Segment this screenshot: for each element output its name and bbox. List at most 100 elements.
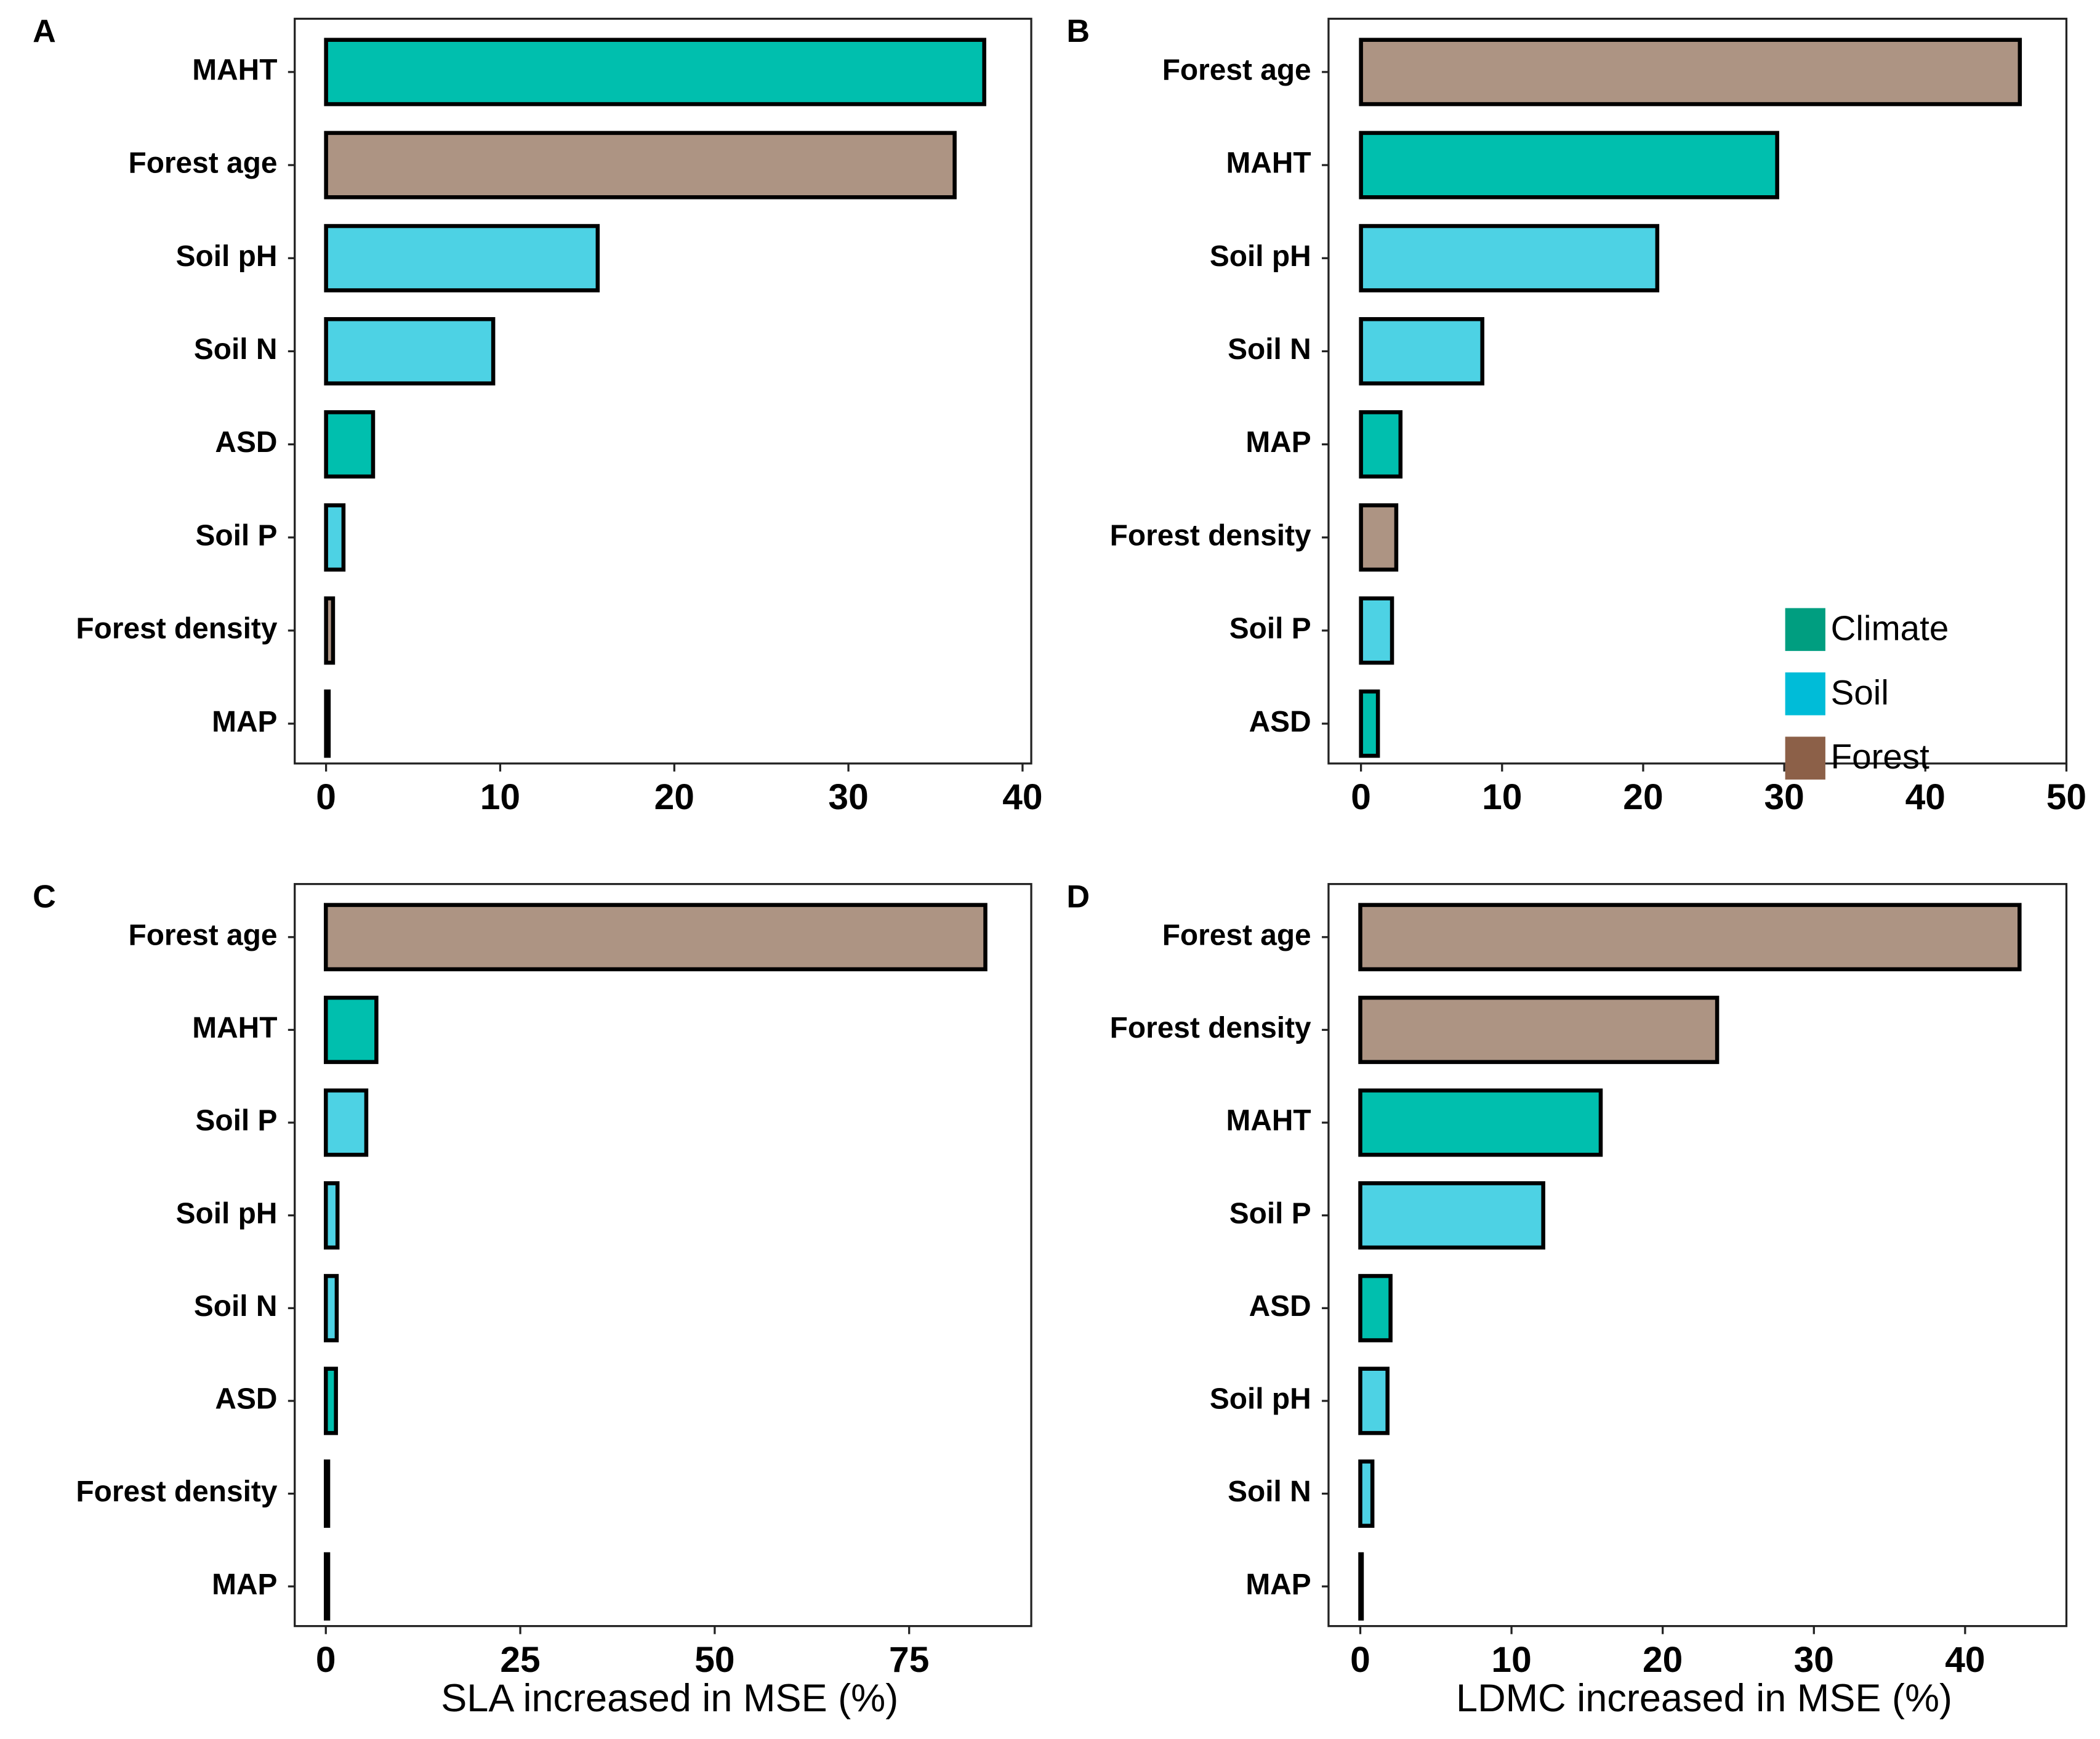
category-label: MAP <box>212 706 277 738</box>
bar <box>324 596 336 665</box>
panel-border <box>294 882 1032 1628</box>
category-label: MAHT <box>192 1012 277 1044</box>
category-label: Forest density <box>1110 519 1311 552</box>
bar <box>1358 1366 1390 1435</box>
bar <box>324 224 600 293</box>
category-label: Forest age <box>128 147 277 180</box>
category-label: Forest density <box>1110 1012 1311 1044</box>
bar <box>1359 131 1779 200</box>
category-label: Forest density <box>76 1475 277 1508</box>
bar <box>1358 1459 1375 1528</box>
panel-border <box>294 17 1032 765</box>
category-label: Soil N <box>1228 333 1311 366</box>
legend-swatch <box>1785 608 1825 652</box>
bar <box>1358 903 2022 972</box>
x-tick-label: 20 <box>1643 1640 1683 1680</box>
bar <box>324 317 496 385</box>
category-label: Forest age <box>1162 919 1311 951</box>
legend-swatch <box>1785 672 1825 716</box>
bar <box>323 1088 369 1157</box>
bar <box>324 503 346 572</box>
category-label: MAHT <box>1226 1105 1311 1137</box>
panel-border <box>1327 882 2068 1628</box>
category-label: MAP <box>1245 426 1311 459</box>
bar <box>1359 689 1380 758</box>
category-label: MAP <box>212 1568 277 1601</box>
bar <box>324 689 331 758</box>
category-label: ASD <box>215 426 277 459</box>
category-label: Soil pH <box>1210 1383 1311 1416</box>
bar <box>323 903 988 972</box>
panel-border <box>1327 17 2068 765</box>
panel-label: D <box>1066 879 1090 914</box>
x-axis-title: SLA increased in MSE (%) <box>441 1677 898 1720</box>
bar <box>1359 38 2022 107</box>
legend-label: Climate <box>1831 608 1949 647</box>
category-label: Soil P <box>1229 613 1311 645</box>
category-label: Soil P <box>1229 1197 1311 1230</box>
bar <box>323 995 379 1064</box>
x-tick-label: 10 <box>1491 1640 1531 1680</box>
x-tick-label: 0 <box>316 777 336 817</box>
bar <box>1359 317 1484 385</box>
category-label: ASD <box>215 1383 277 1416</box>
legend-label: Soil <box>1831 673 1889 712</box>
x-tick-label: 25 <box>500 1640 540 1680</box>
category-label: Soil N <box>194 1290 278 1323</box>
x-tick-label: 0 <box>1351 777 1371 817</box>
bar <box>1358 1273 1393 1342</box>
bar <box>324 410 376 479</box>
x-tick-label: 30 <box>1794 1640 1834 1680</box>
bar <box>1358 1552 1364 1621</box>
category-label: Soil N <box>194 333 278 366</box>
category-label: Soil pH <box>1210 240 1311 273</box>
x-tick-label: 10 <box>1482 777 1522 817</box>
category-label: ASD <box>1249 706 1311 738</box>
panel-label: B <box>1066 14 1090 49</box>
x-tick-label: 30 <box>828 777 868 817</box>
x-tick-label: 40 <box>1002 777 1042 817</box>
category-label: Forest density <box>76 613 277 645</box>
category-label: Soil pH <box>176 1197 278 1230</box>
panel-label: A <box>33 14 56 49</box>
bar <box>1359 224 1660 293</box>
x-tick-label: 50 <box>694 1640 734 1680</box>
category-label: Soil pH <box>176 240 278 273</box>
category-label: Forest age <box>1162 54 1311 87</box>
x-tick-label: 40 <box>1945 1640 1985 1680</box>
x-tick-label: 0 <box>1350 1640 1370 1680</box>
bar <box>1358 995 1720 1064</box>
bar <box>324 38 986 107</box>
x-tick-label: 20 <box>1623 777 1663 817</box>
x-axis-title: LDMC increased in MSE (%) <box>1456 1677 1952 1720</box>
bar <box>323 1552 331 1621</box>
bar <box>323 1181 340 1250</box>
x-tick-label: 30 <box>1764 777 1804 817</box>
x-tick-label: 40 <box>1905 777 1945 817</box>
legend-swatch <box>1785 736 1825 780</box>
category-label: Forest age <box>128 919 277 951</box>
bar <box>323 1273 339 1342</box>
bar <box>324 131 957 200</box>
category-label: MAP <box>1245 1568 1311 1601</box>
legend-label: Forest <box>1831 737 1930 776</box>
category-label: ASD <box>1249 1290 1311 1323</box>
category-label: MAHT <box>1226 147 1311 180</box>
bar <box>1358 1181 1545 1250</box>
bar <box>1359 503 1399 572</box>
x-tick-label: 10 <box>480 777 520 817</box>
x-tick-label: 75 <box>889 1640 929 1680</box>
panel-label: C <box>33 879 56 914</box>
bar <box>1359 410 1403 479</box>
category-label: Soil N <box>1228 1475 1311 1508</box>
bar <box>1358 1088 1603 1157</box>
bar <box>1359 596 1394 665</box>
category-label: Soil P <box>195 519 277 552</box>
x-tick-label: 50 <box>2046 777 2086 817</box>
x-tick-label: 20 <box>654 777 694 817</box>
category-label: Soil P <box>195 1105 277 1137</box>
bar <box>323 1459 331 1528</box>
bar <box>323 1366 338 1435</box>
x-tick-label: 0 <box>316 1640 336 1680</box>
